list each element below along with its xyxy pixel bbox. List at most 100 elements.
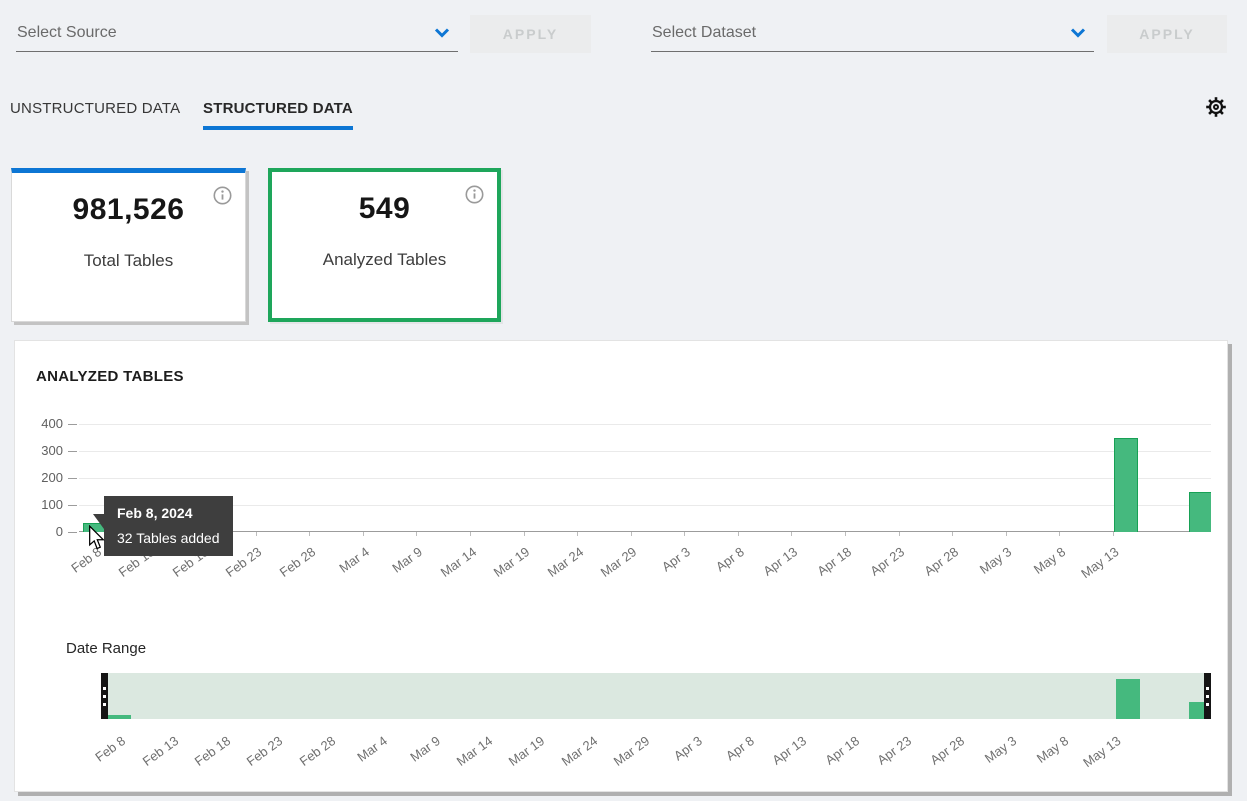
range-preview-bar bbox=[107, 715, 132, 719]
x-axis-tick bbox=[523, 532, 525, 536]
tooltip-date: Feb 8, 2024 bbox=[117, 505, 193, 521]
x-axis-tick-label: Apr 8 bbox=[712, 544, 747, 575]
analyzed-tables-card[interactable]: 549 Analyzed Tables bbox=[268, 168, 501, 322]
x-axis-tick bbox=[362, 532, 364, 536]
range-tick-label: Apr 28 bbox=[926, 733, 967, 768]
x-axis-tick-label: Mar 24 bbox=[544, 544, 586, 580]
source-apply-button[interactable]: APPLY bbox=[470, 15, 591, 53]
x-axis-tick bbox=[1059, 532, 1061, 536]
x-axis-tick-label: Apr 13 bbox=[760, 544, 801, 579]
y-axis-tick-label: 300 bbox=[41, 443, 63, 458]
gear-icon[interactable] bbox=[1204, 95, 1228, 119]
tab-unstructured-data[interactable]: UNSTRUCTURED DATA bbox=[10, 100, 181, 117]
x-axis-tick-label: Apr 18 bbox=[814, 544, 854, 579]
y-axis-tick-label: 100 bbox=[41, 497, 63, 512]
y-axis-tick-label: 0 bbox=[55, 524, 63, 539]
analyzed-tables-value: 549 bbox=[358, 192, 411, 225]
dataset-select[interactable]: Select Dataset bbox=[651, 14, 1094, 52]
x-axis-tick bbox=[577, 532, 579, 536]
y-axis-tick bbox=[68, 505, 77, 506]
range-tick-label: Feb 8 bbox=[92, 733, 129, 765]
dataset-apply-button[interactable]: APPLY bbox=[1107, 15, 1227, 53]
range-tick-label: Apr 23 bbox=[874, 733, 915, 768]
x-axis-tick bbox=[416, 532, 418, 536]
x-axis-tick-label: May 8 bbox=[1030, 544, 1069, 577]
x-axis-tick-label: Mar 9 bbox=[389, 544, 426, 576]
x-axis-tick bbox=[1112, 532, 1114, 536]
gridline bbox=[79, 424, 1211, 425]
x-axis-tick-label: Apr 23 bbox=[867, 544, 908, 579]
x-axis-tick-label: May 3 bbox=[977, 544, 1015, 577]
gridline bbox=[79, 505, 1211, 506]
total-tables-card[interactable]: 981,526 Total Tables bbox=[11, 168, 246, 322]
range-tick-label: Mar 14 bbox=[453, 733, 496, 769]
info-icon[interactable] bbox=[465, 185, 484, 204]
x-axis-tick bbox=[791, 532, 793, 536]
range-tick-label: Apr 13 bbox=[769, 733, 810, 768]
mouse-cursor-icon bbox=[89, 525, 105, 550]
range-preview-bar bbox=[1115, 678, 1140, 719]
x-axis-tick bbox=[684, 532, 686, 536]
date-range-slider bbox=[101, 673, 1211, 719]
source-select[interactable]: Select Source bbox=[16, 14, 458, 52]
y-axis-tick bbox=[68, 532, 77, 533]
chart-tooltip: Feb 8, 2024 32 Tables added bbox=[93, 496, 233, 556]
x-axis-tick bbox=[952, 532, 954, 536]
range-tick-label: Mar 4 bbox=[354, 733, 391, 765]
range-tick-label: Apr 3 bbox=[670, 733, 705, 764]
range-handle-left[interactable] bbox=[101, 673, 108, 719]
analyzed-tables-label: Analyzed Tables bbox=[322, 250, 447, 269]
y-axis-tick-label: 400 bbox=[41, 416, 63, 431]
gridline bbox=[79, 451, 1211, 452]
tab-structured-data[interactable]: STRUCTURED DATA bbox=[203, 100, 353, 130]
y-axis-tick bbox=[68, 478, 77, 479]
source-select-placeholder: Select Source bbox=[17, 23, 117, 41]
total-tables-value: 981,526 bbox=[72, 193, 185, 226]
x-axis-tick-label: Mar 19 bbox=[490, 544, 533, 580]
range-tick-label: Mar 19 bbox=[506, 733, 548, 769]
gridline bbox=[79, 478, 1211, 479]
bar[interactable] bbox=[1114, 437, 1139, 532]
range-tick-label: Mar 24 bbox=[558, 733, 600, 769]
tooltip-value: 32 Tables added bbox=[117, 530, 220, 546]
chevron-down-icon[interactable] bbox=[434, 27, 450, 38]
x-axis-tick-label: Mar 14 bbox=[437, 544, 479, 580]
chevron-down-icon[interactable] bbox=[1070, 27, 1086, 38]
x-axis-tick bbox=[309, 532, 311, 536]
x-axis-tick bbox=[737, 532, 739, 536]
x-axis-tick-label: May 13 bbox=[1078, 544, 1122, 582]
range-tick-label: May 8 bbox=[1034, 733, 1072, 766]
info-icon[interactable] bbox=[213, 186, 232, 205]
date-range-label: Date Range bbox=[66, 640, 147, 657]
date-range-track[interactable] bbox=[104, 673, 1211, 719]
gridline bbox=[79, 531, 1211, 532]
range-tick-label: Mar 29 bbox=[610, 733, 653, 769]
range-tick-label: Apr 18 bbox=[822, 733, 862, 768]
range-tick-label: Apr 8 bbox=[723, 733, 758, 764]
x-axis-tick-label: Apr 3 bbox=[659, 544, 694, 575]
dataset-select-placeholder: Select Dataset bbox=[652, 23, 757, 41]
tooltip-pointer bbox=[93, 514, 104, 529]
range-tick-label: Feb 18 bbox=[191, 733, 234, 769]
chart-panel: ANALYZED TABLES Feb 8, 2024 32 Tables ad… bbox=[14, 340, 1228, 792]
x-axis-tick-label: Apr 28 bbox=[921, 544, 962, 579]
x-axis-tick bbox=[255, 532, 257, 536]
x-axis-tick bbox=[470, 532, 471, 536]
range-tick-label: May 3 bbox=[981, 733, 1020, 766]
x-axis-tick-label: Mar 4 bbox=[335, 544, 372, 576]
range-tick-label: Feb 23 bbox=[244, 733, 286, 769]
range-tick-label: Feb 28 bbox=[296, 733, 338, 769]
range-handle-right[interactable] bbox=[1204, 673, 1211, 719]
range-tick-label: Mar 9 bbox=[407, 733, 443, 765]
x-axis-tick-label: Mar 29 bbox=[597, 544, 640, 580]
x-axis-tick bbox=[898, 532, 900, 536]
bar[interactable] bbox=[1188, 491, 1211, 532]
chart-title: ANALYZED TABLES bbox=[36, 368, 184, 385]
bar-chart-plot-area bbox=[79, 424, 1211, 532]
range-tick-label: May 13 bbox=[1080, 733, 1124, 771]
y-axis-tick bbox=[68, 451, 77, 452]
x-axis-tick bbox=[1005, 532, 1007, 536]
range-tick-label: Feb 13 bbox=[139, 733, 181, 769]
x-axis-tick bbox=[630, 532, 632, 536]
y-axis-tick-label: 200 bbox=[41, 470, 63, 485]
